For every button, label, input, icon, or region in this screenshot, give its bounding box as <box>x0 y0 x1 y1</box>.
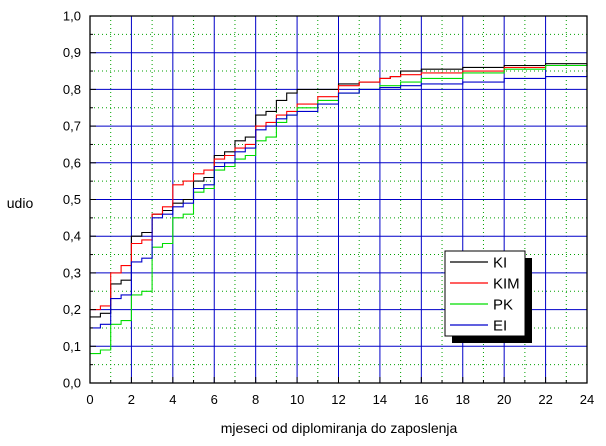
x-tick-label: 8 <box>252 392 259 407</box>
y-tick-label: 0,9 <box>63 45 81 60</box>
x-tick-label: 18 <box>456 392 470 407</box>
x-tick-label: 4 <box>169 392 176 407</box>
y-tick-label: 0,7 <box>63 119 81 134</box>
x-tick-label: 14 <box>373 392 387 407</box>
y-axis-title: udio <box>7 195 34 211</box>
x-tick-label: 20 <box>497 392 511 407</box>
y-tick-label: 0,8 <box>63 82 81 97</box>
x-tick-label: 10 <box>290 392 304 407</box>
y-tick-label: 0,2 <box>63 302 81 317</box>
x-tick-label: 6 <box>211 392 218 407</box>
y-tick-label: 0,0 <box>63 376 81 391</box>
x-tick-label: 0 <box>86 392 93 407</box>
series-layer <box>90 63 588 355</box>
x-tick-labels: 0 2 4 6 8 10 12 14 16 18 20 22 24 <box>86 392 594 407</box>
x-tick-label: 22 <box>538 392 552 407</box>
series-line-ei <box>90 74 588 329</box>
x-axis-title: mjeseci od diplomiranja do zaposlenja <box>221 420 458 436</box>
legend: KI KIM PK EI <box>444 250 532 343</box>
y-tick-label: 0,3 <box>63 265 81 280</box>
legend-label-ei: EI <box>493 318 507 335</box>
y-tick-label: 0,4 <box>63 229 81 244</box>
legend-entries: KI KIM PK EI <box>450 255 520 335</box>
x-tick-label: 24 <box>580 392 594 407</box>
y-tick-label: 0,1 <box>63 339 81 354</box>
y-tick-labels: 0,0 0,1 0,2 0,3 0,4 0,5 0,6 0,7 0,8 0,9 1,0 <box>63 9 81 391</box>
x-tick-label: 2 <box>128 392 135 407</box>
y-tick-label: 1,0 <box>63 9 81 24</box>
legend-label-kim: KIM <box>493 276 520 293</box>
y-tick-label: 0,6 <box>63 155 81 170</box>
legend-label-ki: KI <box>493 255 507 272</box>
legend-label-pk: PK <box>493 297 513 314</box>
axis-ticks <box>89 15 588 384</box>
x-tick-label: 16 <box>414 392 428 407</box>
series-line-pk <box>90 63 588 355</box>
legend-box <box>444 250 526 337</box>
x-tick-label: 12 <box>331 392 345 407</box>
y-tick-label: 0,5 <box>63 192 81 207</box>
